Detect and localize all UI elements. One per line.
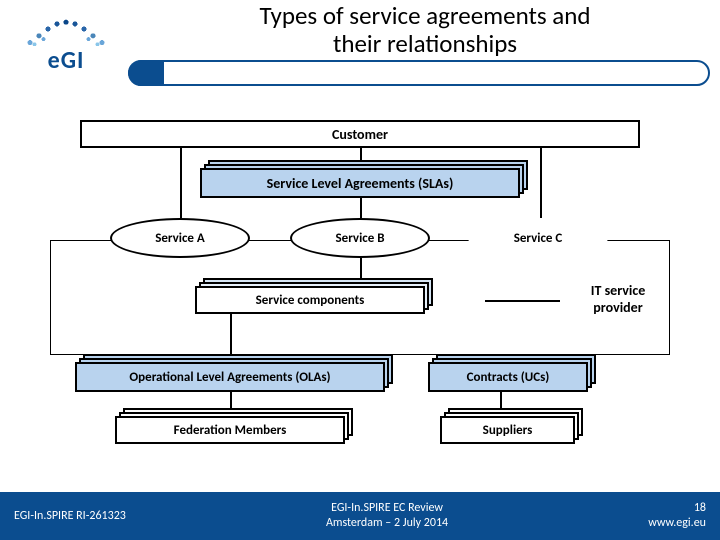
footer-left: EGI-In.SPIRE RI-261323 xyxy=(14,509,126,523)
service-c-label: Service C xyxy=(514,231,563,246)
fedmembers-stack: Federation Members xyxy=(115,416,345,444)
ola-label: Operational Level Agreements (OLAs) xyxy=(129,370,330,385)
service-a-ellipse: Service A xyxy=(110,218,250,258)
connector xyxy=(540,170,542,218)
components-label: Service components xyxy=(256,293,365,308)
stack-layer-front: Service Level Agreements (SLAs) xyxy=(200,168,520,198)
service-b-ellipse: Service B xyxy=(290,218,430,258)
stack-layer-front: Federation Members xyxy=(115,416,345,444)
service-a-label: Service A xyxy=(155,231,205,246)
logo-dots-icon xyxy=(21,12,111,46)
customer-label: Customer xyxy=(332,126,388,143)
components-stack: Service components xyxy=(195,286,425,314)
contracts-label: Contracts (UCs) xyxy=(467,370,550,385)
title-line1: Types of service agreements and xyxy=(259,0,590,31)
footer-url: www.egi.eu xyxy=(648,516,706,530)
provider-label: IT service provider xyxy=(578,282,658,316)
footer-center-l1: EGI-In.SPIRE EC Review xyxy=(331,501,443,515)
stack-layer-front: Contracts (UCs) xyxy=(428,362,588,392)
stack-layer-front: Suppliers xyxy=(440,416,575,444)
contracts-stack: Contracts (UCs) xyxy=(428,362,588,392)
footer-center-l2: Amsterdam – 2 July 2014 xyxy=(326,516,448,530)
footer-right: 18 www.egi.eu xyxy=(648,501,706,531)
suppliers-label: Suppliers xyxy=(483,423,533,438)
title-line2: their relationships xyxy=(333,28,517,59)
diagram: Customer Service Level Agreements (SLAs)… xyxy=(0,110,720,480)
service-c-ellipse: Service C xyxy=(468,218,608,258)
fedmembers-label: Federation Members xyxy=(174,423,287,438)
logo-text: eGI xyxy=(48,46,85,75)
connector xyxy=(540,148,542,172)
title-underline xyxy=(128,60,710,86)
slide-title: Types of service agreements and their re… xyxy=(140,2,710,58)
header: eGI Types of service agreements and thei… xyxy=(0,0,720,90)
sla-label: Service Level Agreements (SLAs) xyxy=(267,175,454,192)
connector xyxy=(360,198,362,218)
customer-box: Customer xyxy=(80,120,640,148)
ola-stack: Operational Level Agreements (OLAs) xyxy=(75,362,385,392)
connector xyxy=(180,148,182,172)
service-b-label: Service B xyxy=(336,231,385,246)
sla-stack: Service Level Agreements (SLAs) xyxy=(200,168,520,198)
footer: EGI-In.SPIRE RI-261323 EGI-In.SPIRE EC R… xyxy=(0,492,720,540)
connector xyxy=(485,300,560,302)
egi-logo: eGI xyxy=(6,4,126,82)
stack-layer-front: Operational Level Agreements (OLAs) xyxy=(75,362,385,392)
footer-center: EGI-In.SPIRE EC Review Amsterdam – 2 Jul… xyxy=(326,501,448,531)
suppliers-stack: Suppliers xyxy=(440,416,575,444)
page-number: 18 xyxy=(694,501,706,515)
connector xyxy=(180,170,182,218)
stack-layer-front: Service components xyxy=(195,286,425,314)
